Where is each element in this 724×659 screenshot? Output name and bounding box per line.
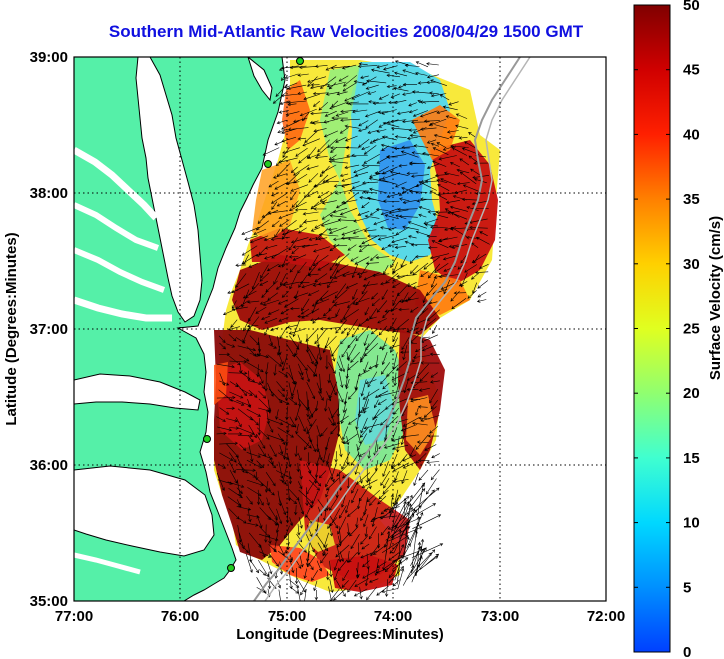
colorbar-tick-label: 15 bbox=[683, 450, 700, 467]
y-axis-label: Latitude (Degrees:Minutes) bbox=[3, 232, 20, 425]
velocity-patch bbox=[232, 255, 440, 335]
colorbar-tick-label: 30 bbox=[683, 256, 700, 273]
velocity-patch bbox=[330, 555, 398, 592]
y-tick-label: 35:00 bbox=[30, 593, 68, 610]
colorbar-tick-label: 5 bbox=[683, 579, 691, 596]
plot-frame bbox=[73, 56, 607, 602]
velocity-patch bbox=[412, 105, 460, 160]
potomac-river bbox=[74, 146, 159, 221]
x-tick-label: 76:00 bbox=[161, 608, 199, 625]
grid bbox=[74, 57, 606, 601]
x-tick-label: 72:00 bbox=[587, 608, 625, 625]
delaware-bay bbox=[247, 57, 273, 102]
velocity-patch bbox=[252, 160, 300, 240]
radar-station bbox=[296, 57, 304, 65]
x-axis-ticks: 77:00 76:00 75:00 74:00 73:00 72:00 bbox=[55, 608, 625, 625]
radar-station bbox=[203, 435, 211, 443]
neuse-river bbox=[74, 552, 141, 575]
x-axis-label: Longitude (Degrees:Minutes) bbox=[236, 626, 444, 643]
radar-station bbox=[227, 564, 235, 572]
colorbar-tick-label: 10 bbox=[683, 515, 700, 532]
y-axis-ticks: 39:00 38:00 37:00 36:00 35:00 bbox=[30, 49, 68, 610]
velocity-patch bbox=[282, 80, 310, 150]
colorbar-tick-label: 40 bbox=[683, 126, 700, 143]
y-tick-label: 38:00 bbox=[30, 185, 68, 202]
albemarle-sound bbox=[74, 373, 201, 411]
isobath-line bbox=[264, 57, 531, 601]
velocity-patch bbox=[320, 180, 395, 275]
radar-station bbox=[264, 160, 272, 168]
colorbar-label: Surface Velocity (cm/s) bbox=[707, 216, 724, 380]
isobath-line bbox=[253, 57, 521, 601]
x-tick-label: 77:00 bbox=[55, 608, 93, 625]
plot-area bbox=[74, 57, 606, 601]
radar-stations bbox=[203, 57, 304, 572]
york-river bbox=[74, 247, 166, 293]
map-title: Southern Mid-Atlantic Raw Velocities 200… bbox=[108, 22, 584, 41]
pamlico-sound bbox=[74, 465, 215, 557]
colorbar-tick-label: 20 bbox=[683, 385, 700, 402]
x-tick-label: 74:00 bbox=[374, 608, 412, 625]
vector-arrow bbox=[216, 60, 490, 601]
velocity-vectors bbox=[216, 60, 490, 601]
x-tick-label: 75:00 bbox=[268, 608, 306, 625]
james-river bbox=[74, 296, 172, 322]
y-tick-label: 39:00 bbox=[30, 49, 68, 66]
y-tick-label: 37:00 bbox=[30, 321, 68, 338]
y-tick-label: 36:00 bbox=[30, 457, 68, 474]
colorbar-tick-label: 0 bbox=[683, 644, 691, 659]
velocity-patch bbox=[378, 140, 425, 230]
velocity-patch bbox=[270, 545, 330, 582]
velocity-patch bbox=[406, 395, 436, 455]
colorbar bbox=[633, 4, 671, 653]
x-tick-label: 73:00 bbox=[481, 608, 519, 625]
colorbar-tick-label: 35 bbox=[683, 191, 700, 208]
colorbar-tick-label: 50 bbox=[683, 0, 700, 14]
velocity-patch bbox=[216, 362, 270, 450]
colorbar-tick-label: 45 bbox=[683, 62, 700, 79]
colorbar-tick-label: 25 bbox=[683, 321, 700, 338]
rappahannock-river bbox=[74, 202, 160, 251]
colorbar-ticks: 0 5 10 15 20 25 30 35 40 45 50 bbox=[634, 0, 700, 659]
